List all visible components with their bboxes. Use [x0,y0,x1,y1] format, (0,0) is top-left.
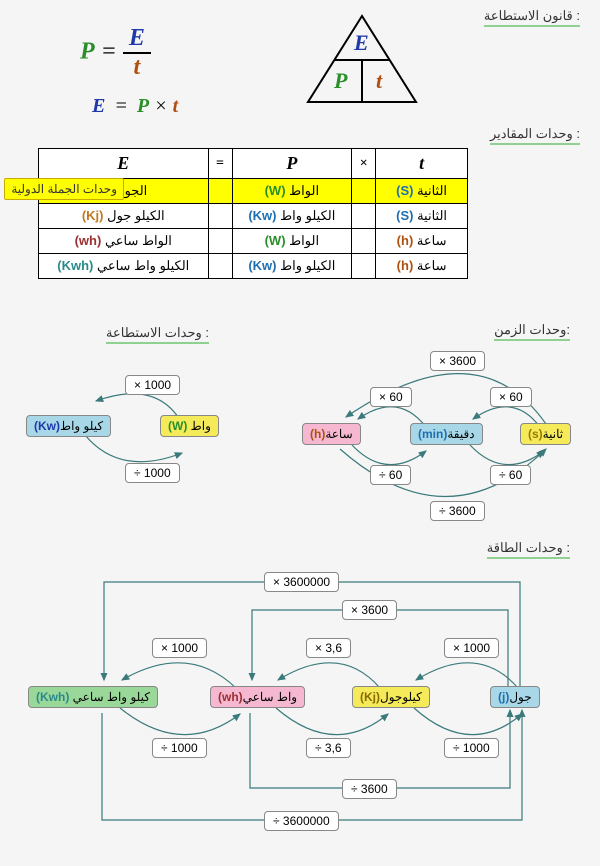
title-energy-units: وحدات الطاقة : [487,540,570,559]
energy-diagram: × 3600000 × 3600 × 1000 × 3,6 × 1000 (Kw… [12,558,588,858]
factor-x3600: × 3600 [430,351,485,371]
triangle-p: P [334,68,347,94]
si-units-label: وحدات الجملة الدولية [4,178,124,200]
pill-kwh: (Kwh) كيلو واط ساعي [28,686,158,708]
title-power-units: وحدات الاستطاعة : [106,325,209,344]
power-diagram: × 1000 (Kw)كيلو واط (W) واط ÷ 1000 [20,345,270,495]
factor-x60-1: × 60 [370,387,412,407]
factor-div1000: ÷ 1000 [125,463,180,483]
factor-d60-2: ÷ 60 [490,465,531,485]
triangle-e: E [354,30,369,56]
pill-h: (h)ساعة [302,423,361,445]
factor-d1000-2: ÷ 1000 [444,738,499,758]
formula-p-eq-e-over-t: P = E t [80,25,151,81]
factor-x3600000: × 3600000 [264,572,339,592]
units-table: E=P×t(j) الجول(W) الواط(S) الثانية(Kj) ا… [38,148,468,279]
pill-j: (j)جول [490,686,540,708]
factor-x1000-1: × 1000 [152,638,207,658]
pill-s: (s)ثانية [520,423,571,445]
factor-d3p6: ÷ 3,6 [306,738,351,758]
factor-x3600-e: × 3600 [342,600,397,620]
time-diagram: × 3600 × 60 × 60 (h)ساعة (min)دقيقة (s)ث… [288,339,598,529]
factor-x3p6: × 3,6 [306,638,351,658]
formula-e-eq-p-times-t: E = P × t [92,95,178,118]
pill-w: (W) واط [160,415,219,437]
title-magnitudes: وحدات المقادير : [490,126,580,145]
factor-x1000: × 1000 [125,375,180,395]
pill-kj: (Kj)كيلوجول [352,686,430,708]
triangle-t: t [376,68,382,94]
factor-d3600000: ÷ 3600000 [264,811,339,831]
formula-triangle: E P t [302,10,422,110]
title-law: قانون الاستطاعة : [484,8,580,27]
pill-wh: (wh)واط ساعي [210,686,305,708]
factor-x1000-2: × 1000 [444,638,499,658]
factor-d3600: ÷ 3600 [430,501,485,521]
factor-x60-2: × 60 [490,387,532,407]
factor-d1000-1: ÷ 1000 [152,738,207,758]
factor-d60-1: ÷ 60 [370,465,411,485]
factor-d3600-e: ÷ 3600 [342,779,397,799]
pill-min: (min)دقيقة [410,423,483,445]
pill-kw: (Kw)كيلو واط [26,415,111,437]
